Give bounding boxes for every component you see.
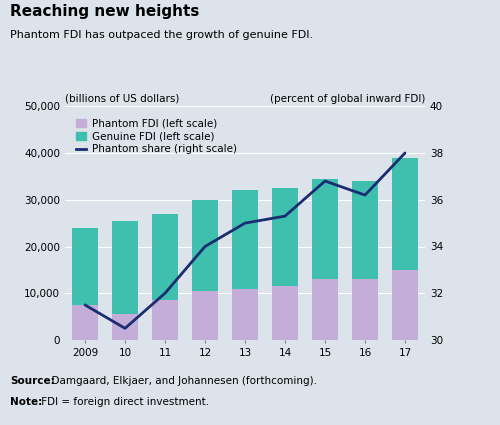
Bar xyxy=(352,279,378,340)
Bar xyxy=(272,188,298,286)
Text: Phantom FDI has outpaced the growth of genuine FDI.: Phantom FDI has outpaced the growth of g… xyxy=(10,30,313,40)
Text: Source:: Source: xyxy=(10,376,55,386)
Text: Reaching new heights: Reaching new heights xyxy=(10,4,200,19)
Bar xyxy=(72,305,98,340)
Bar xyxy=(152,300,178,340)
Bar xyxy=(192,200,218,291)
Bar xyxy=(312,179,338,279)
Bar xyxy=(392,270,418,340)
Bar xyxy=(112,221,138,314)
Text: Note:: Note: xyxy=(10,397,42,408)
Bar xyxy=(232,289,258,340)
Text: (billions of US dollars): (billions of US dollars) xyxy=(65,94,180,104)
Bar xyxy=(272,286,298,340)
Bar xyxy=(312,279,338,340)
Text: Damgaard, Elkjaer, and Johannesen (forthcoming).: Damgaard, Elkjaer, and Johannesen (forth… xyxy=(45,376,317,386)
Bar xyxy=(392,158,418,270)
Text: (percent of global inward FDI): (percent of global inward FDI) xyxy=(270,94,425,104)
Bar xyxy=(152,214,178,300)
Bar xyxy=(352,181,378,279)
Legend: Phantom FDI (left scale), Genuine FDI (left scale), Phantom share (right scale): Phantom FDI (left scale), Genuine FDI (l… xyxy=(74,116,238,156)
Bar xyxy=(232,190,258,289)
Text: FDI = foreign direct investment.: FDI = foreign direct investment. xyxy=(38,397,208,408)
Bar xyxy=(72,228,98,305)
Bar xyxy=(192,291,218,340)
Bar xyxy=(112,314,138,340)
